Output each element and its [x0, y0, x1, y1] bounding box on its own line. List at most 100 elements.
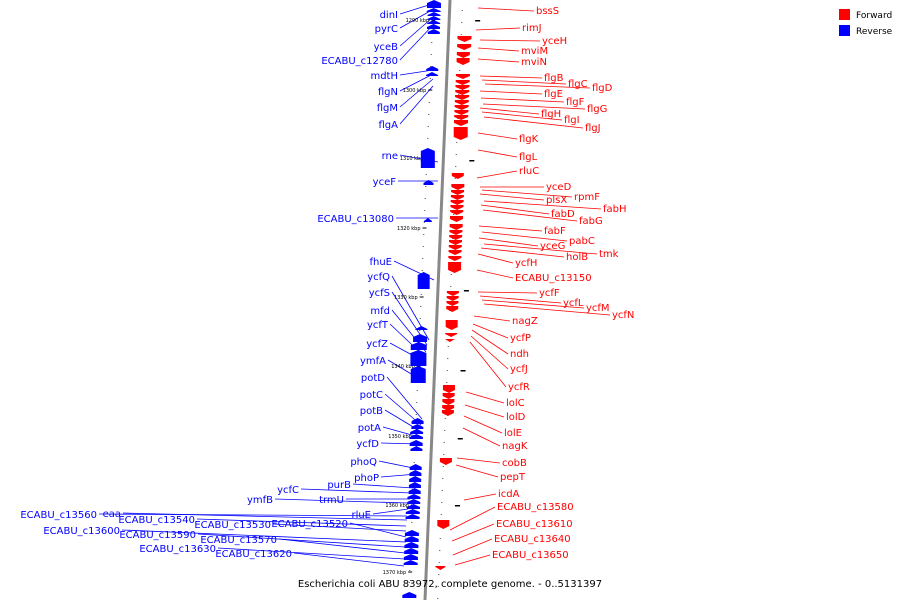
gene-label-ecabu-c13520[interactable]: ECABU_c13520: [271, 519, 348, 530]
gene-label-ycfp[interactable]: ycfP: [510, 333, 531, 344]
gene-label-ycfh[interactable]: ycfH: [515, 258, 537, 269]
gene-label-rpmf[interactable]: rpmF: [574, 192, 600, 203]
gene-label-flgn[interactable]: flgN: [378, 87, 398, 98]
gene-label-pota[interactable]: potA: [358, 423, 381, 434]
gene-label-ymfb[interactable]: ymfB: [247, 495, 273, 506]
gene-label-ecabu-c13150[interactable]: ECABU_c13150: [515, 273, 592, 284]
gene-label-holb[interactable]: holB: [566, 252, 588, 263]
gene-label-ecabu-c13540[interactable]: ECABU_c13540: [118, 515, 195, 526]
axis-dot: [458, 94, 460, 95]
gene-label-flgj[interactable]: flgJ: [585, 123, 601, 134]
gene-label-yceb[interactable]: yceB: [374, 42, 399, 53]
gene-label-rimj[interactable]: rimJ: [522, 23, 542, 34]
gene-label-ycfm[interactable]: ycfM: [586, 303, 610, 314]
gene-label-mvim[interactable]: mviM: [521, 46, 548, 57]
gene-label-pept[interactable]: pepT: [500, 472, 526, 483]
gene-label-ycfr[interactable]: ycfR: [508, 382, 530, 393]
gene-label-ycfl[interactable]: ycfL: [563, 298, 584, 309]
gene-label-ecabu-c13560[interactable]: ECABU_c13560: [20, 510, 97, 521]
gene-label-ycfq[interactable]: ycfQ: [367, 272, 390, 283]
gene-label-flgm[interactable]: flgM: [377, 103, 398, 114]
gene-label-phoq[interactable]: phoQ: [350, 457, 377, 468]
gene-label-rluc[interactable]: rluC: [519, 166, 539, 177]
gene-label-trmu[interactable]: trmU: [319, 495, 344, 506]
gene-label-potb[interactable]: potB: [360, 406, 383, 417]
gene-label-mvin[interactable]: mviN: [521, 57, 547, 68]
gene-label-flgd[interactable]: flgD: [592, 83, 613, 94]
gene-label-pabc[interactable]: pabC: [569, 236, 595, 247]
gene-label-rne[interactable]: rne: [382, 151, 398, 162]
gene-label-pyrc[interactable]: pyrC: [375, 24, 398, 35]
axis-dot: [461, 22, 463, 23]
gene-label-rlue[interactable]: rluE: [351, 510, 371, 521]
gene-label-ycfc[interactable]: ycfC: [277, 485, 299, 496]
gene-label-ecabu-c13600[interactable]: ECABU_c13600: [43, 526, 120, 537]
legend-swatch-forward: [839, 9, 850, 20]
gene-label-ecabu-c13530[interactable]: ECABU_c13530: [194, 520, 271, 531]
connector-pyrc: [399, 9, 433, 29]
gene-label-potd[interactable]: potD: [361, 373, 385, 384]
axis-dot: [461, 10, 463, 11]
gene-label-nagk[interactable]: nagK: [502, 441, 528, 452]
gene-label-phop[interactable]: phoP: [354, 473, 379, 484]
gene-label-yced[interactable]: yceD: [546, 182, 572, 193]
gene-label-ycff[interactable]: ycfF: [539, 288, 560, 299]
axis-dot: [437, 598, 439, 599]
axis-dot: [443, 454, 445, 455]
gene-label-fhue[interactable]: fhuE: [369, 257, 392, 268]
gene-label-fabf[interactable]: fabF: [544, 226, 566, 237]
gene-label-ecabu-c13610[interactable]: ECABU_c13610: [496, 519, 573, 530]
gene-label-eaa[interactable]: eaa: [103, 509, 121, 520]
gene-label-purb[interactable]: purB: [327, 480, 351, 491]
gene-label-ecabu-c13580[interactable]: ECABU_c13580: [497, 502, 574, 513]
gene-label-flge[interactable]: flgE: [544, 89, 563, 100]
axis-dot: [444, 418, 446, 419]
gene-label-fabh[interactable]: fabH: [603, 204, 627, 215]
gene-label-ecabu-c13630[interactable]: ECABU_c13630: [139, 544, 216, 555]
gene-label-ndh[interactable]: ndh: [510, 349, 529, 360]
gene-label-ecabu-c12780[interactable]: ECABU_c12780: [321, 56, 398, 67]
gene-label-potc[interactable]: potC: [360, 390, 383, 401]
gene-label-flgl[interactable]: flgL: [519, 152, 538, 163]
gene-label-ecabu-c13650[interactable]: ECABU_c13650: [492, 550, 569, 561]
gene-label-flgi[interactable]: flgI: [564, 115, 580, 126]
gene-label-flgc[interactable]: flgC: [568, 79, 588, 90]
gene-label-flgk[interactable]: flgK: [519, 134, 539, 145]
gene-label-lole[interactable]: lolE: [504, 428, 522, 439]
gene-label-mfd[interactable]: mfd: [370, 306, 390, 317]
gene-label-lolc[interactable]: lolC: [506, 398, 525, 409]
gene-label-mdth[interactable]: mdtH: [370, 71, 398, 82]
gene-label-flgg[interactable]: flgG: [587, 104, 607, 115]
gene-label-yceg[interactable]: yceG: [540, 241, 565, 252]
gene-label-lold[interactable]: lolD: [506, 412, 526, 423]
gene-label-fabd[interactable]: fabD: [551, 209, 575, 220]
gene-label-ycfn[interactable]: ycfN: [612, 310, 634, 321]
gene-label-ecabu-c13620[interactable]: ECABU_c13620: [215, 549, 292, 560]
gene-label-ycft[interactable]: ycfT: [367, 320, 389, 331]
gene-label-fabg[interactable]: fabG: [579, 216, 603, 227]
gene-label-cobb[interactable]: cobB: [502, 458, 527, 469]
gene-label-flgb[interactable]: flgB: [544, 73, 564, 84]
gene-label-ymfa[interactable]: ymfA: [360, 356, 386, 367]
gene-label-ecabu-c13590[interactable]: ECABU_c13590: [119, 530, 196, 541]
gene-label-nagz[interactable]: nagZ: [512, 316, 538, 327]
gene-label-ycef[interactable]: yceF: [373, 177, 397, 188]
gene-label-ecabu-c13640[interactable]: ECABU_c13640: [494, 534, 571, 545]
gene-label-dini[interactable]: dinI: [380, 10, 398, 21]
gene-label-flgf[interactable]: flgF: [566, 97, 585, 108]
gene-label-yceh[interactable]: yceH: [542, 36, 567, 47]
gene-label-flga[interactable]: flgA: [379, 120, 399, 131]
gene-label-ecabu-c13080[interactable]: ECABU_c13080: [317, 214, 394, 225]
gene-label-ecabu-c13570[interactable]: ECABU_c13570: [200, 535, 277, 546]
gene-label-ycfs[interactable]: ycfS: [369, 288, 390, 299]
gene-label-ycfd[interactable]: ycfD: [356, 439, 379, 450]
gene-label-flgh[interactable]: flgH: [541, 109, 561, 120]
gene-label-ycfz[interactable]: ycfZ: [366, 339, 388, 350]
gene-label-tmk[interactable]: tmk: [599, 249, 619, 260]
gene-label-ycfj[interactable]: ycfJ: [510, 364, 528, 375]
forward-gene-block: [450, 216, 463, 222]
gene-label-icda[interactable]: icdA: [498, 489, 520, 500]
gene-label-plsx[interactable]: plsX: [546, 195, 567, 206]
gene-label-bsss[interactable]: bssS: [536, 6, 559, 17]
